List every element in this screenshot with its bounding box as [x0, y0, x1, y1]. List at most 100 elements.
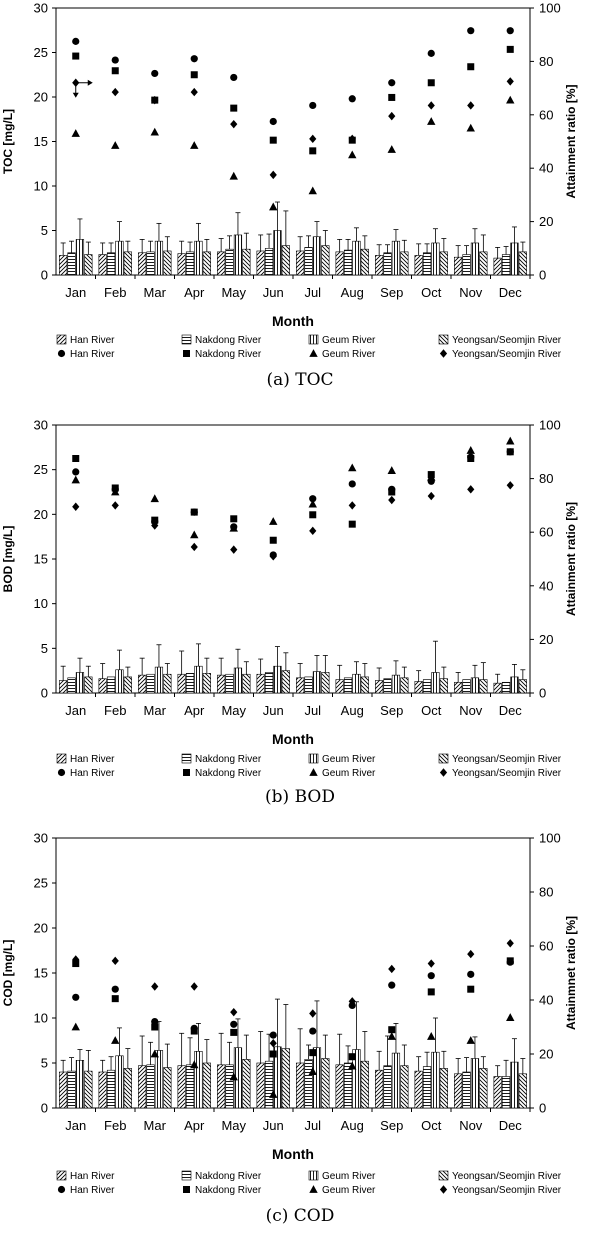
y2-tick-label: 100 — [539, 1, 561, 16]
bar — [123, 1068, 132, 1109]
legend-label: Nakdong River — [195, 1185, 262, 1196]
bar — [163, 673, 172, 694]
circle-marker — [190, 55, 198, 63]
bar — [185, 673, 195, 694]
legend-label: Yeongsan/Seomjin River — [452, 768, 562, 779]
square-marker — [388, 1026, 396, 1034]
legend-label: Nakdong River — [195, 768, 262, 779]
x-tick-label: Oct — [421, 703, 442, 718]
legend-marker — [309, 349, 318, 357]
triangle-marker — [269, 517, 278, 525]
bar — [439, 251, 448, 276]
square-marker — [151, 516, 159, 524]
x-axis-title: Month — [272, 731, 314, 747]
square-marker — [506, 448, 514, 456]
bar — [242, 248, 251, 276]
legend-label: Yeongsan/Seomjin River — [452, 349, 562, 360]
square-marker — [388, 93, 396, 101]
legend-swatch — [308, 1170, 319, 1181]
triangle-marker — [190, 141, 199, 149]
diamond-marker — [111, 87, 119, 97]
bar — [138, 252, 147, 276]
bar — [431, 242, 440, 276]
x-tick-label: Jan — [65, 703, 86, 718]
legend-label: Geum River — [322, 1185, 376, 1196]
bar — [84, 676, 93, 694]
circle-marker — [388, 981, 396, 989]
x-tick-label: Jul — [304, 285, 321, 300]
triangle-marker — [111, 1036, 120, 1044]
x-tick-label: Aug — [341, 1118, 364, 1133]
circle-marker — [72, 468, 80, 476]
bar — [177, 1065, 186, 1109]
x-tick-label: Jan — [65, 1118, 86, 1133]
y2-tick-label: 100 — [539, 418, 561, 433]
bar — [375, 255, 384, 276]
triangle-marker — [111, 141, 120, 149]
bar — [59, 680, 68, 694]
bar — [470, 677, 480, 694]
legend-marker — [309, 768, 318, 776]
bar — [67, 677, 76, 694]
bar — [115, 1055, 124, 1109]
circle-marker — [467, 27, 475, 35]
bar — [296, 250, 305, 276]
bar — [154, 240, 164, 276]
square-marker — [269, 1050, 277, 1058]
bar — [123, 676, 132, 694]
bar — [518, 251, 527, 276]
y2-tick-label: 20 — [539, 214, 553, 229]
bar — [264, 248, 274, 276]
bar — [217, 251, 226, 276]
x-tick-label: Mar — [144, 1118, 167, 1133]
y-tick-label: 30 — [34, 418, 48, 433]
y2-tick-label: 80 — [539, 885, 553, 900]
legend-swatch — [308, 753, 319, 764]
legend-label: Han River — [70, 335, 115, 346]
bar — [138, 674, 147, 694]
y2-axis-title: Attainmnet ratio [%] — [564, 916, 578, 1030]
bar — [414, 681, 423, 694]
bar — [414, 255, 423, 276]
triangle-marker — [466, 446, 475, 454]
legend-marker — [309, 1185, 318, 1193]
diamond-marker — [388, 964, 396, 974]
x-tick-label: Oct — [421, 1118, 442, 1133]
square-marker — [388, 488, 396, 496]
legend-swatch — [181, 753, 192, 764]
bar — [115, 669, 124, 694]
square-marker — [72, 52, 80, 60]
legend-label: Han River — [70, 349, 115, 360]
bar — [493, 1076, 502, 1109]
bar — [304, 247, 313, 276]
legend-label: Han River — [70, 1185, 115, 1196]
triangle-marker — [387, 145, 396, 153]
diamond-marker — [72, 502, 80, 511]
square-marker — [269, 136, 277, 144]
triangle-marker — [506, 436, 515, 445]
square-marker — [427, 79, 435, 87]
bar — [414, 1070, 423, 1109]
x-tick-label: May — [221, 703, 246, 718]
bar — [59, 1071, 68, 1109]
y-tick-label: 25 — [34, 462, 48, 477]
square-marker — [230, 515, 238, 523]
y-tick-label: 5 — [41, 223, 48, 238]
y2-tick-label: 0 — [539, 1101, 546, 1116]
bar — [242, 1059, 251, 1109]
triangle-marker — [71, 129, 80, 137]
square-marker — [467, 63, 475, 71]
circle-marker — [111, 985, 119, 993]
bar — [75, 672, 85, 694]
legend-label: Nakdong River — [195, 335, 262, 346]
triangle-marker — [229, 523, 238, 532]
bar — [335, 1064, 344, 1109]
x-tick-label: Feb — [104, 703, 126, 718]
triangle-marker — [71, 1022, 80, 1031]
legend-label: Geum River — [322, 1171, 376, 1182]
diamond-marker — [427, 959, 435, 968]
triangle-marker — [466, 123, 475, 132]
y-tick-label: 25 — [34, 876, 48, 891]
x-tick-label: Jul — [304, 1118, 321, 1133]
bar — [225, 248, 234, 276]
